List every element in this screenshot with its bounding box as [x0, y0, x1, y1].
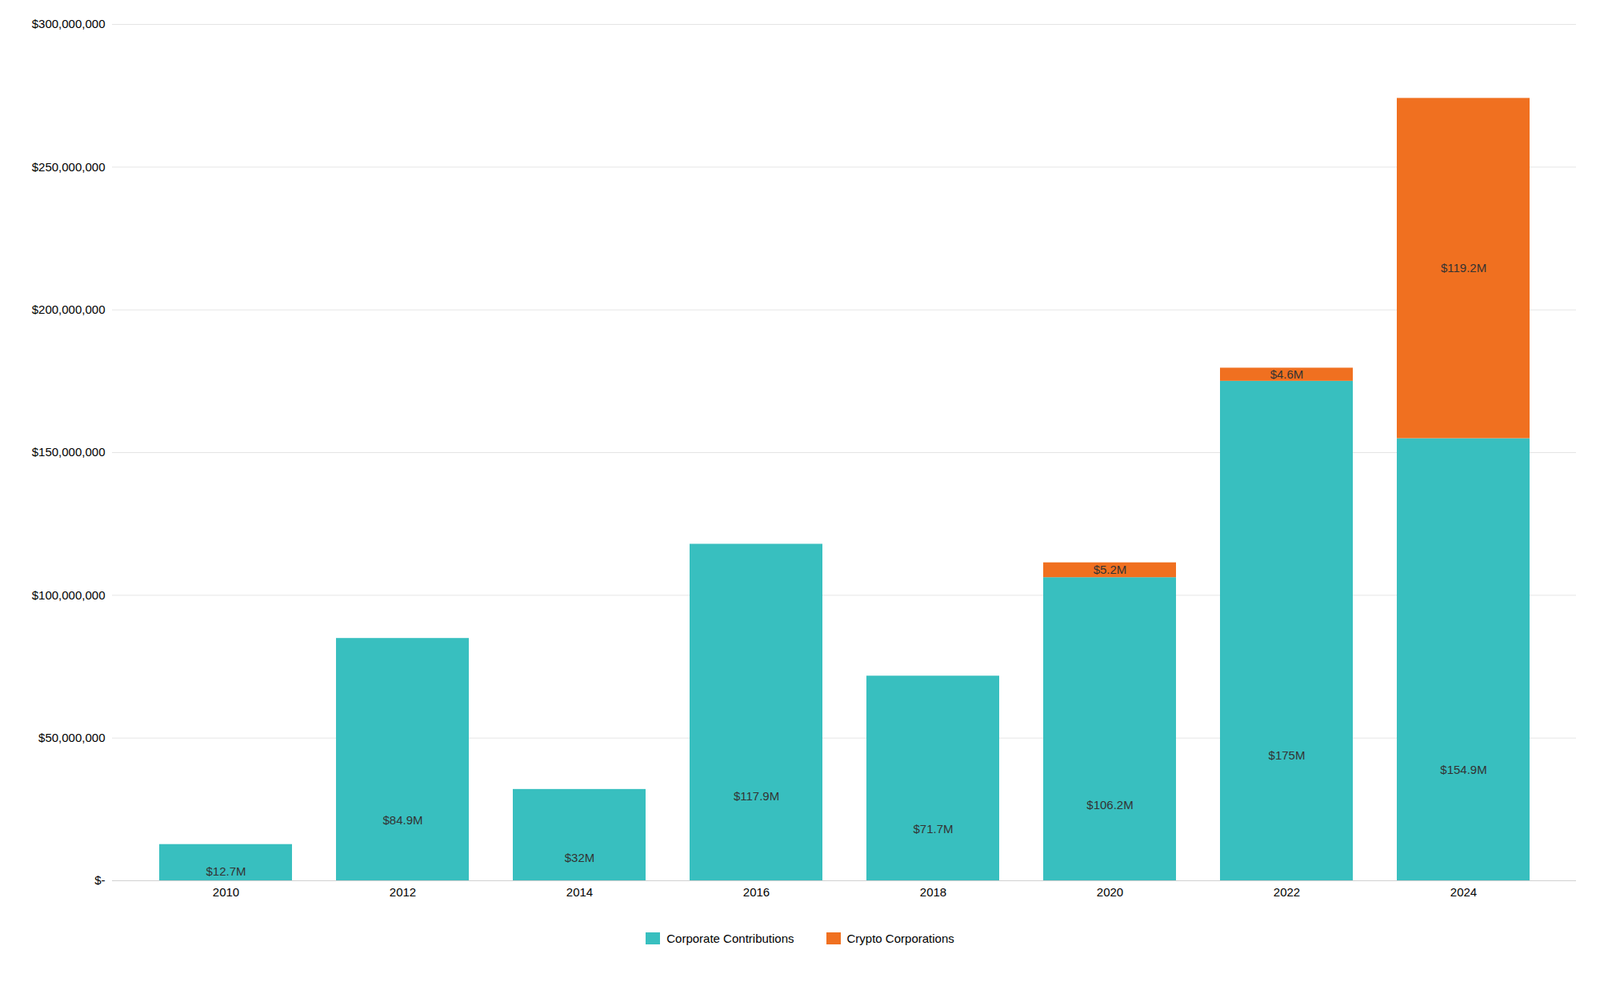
svg-text:$250,000,000: $250,000,000 [32, 160, 106, 174]
svg-text:$154.9M: $154.9M [1440, 762, 1487, 776]
svg-text:$4.6M: $4.6M [1270, 367, 1304, 381]
svg-text:$175M: $175M [1268, 748, 1306, 762]
svg-text:2022: 2022 [1273, 884, 1300, 899]
svg-text:$117.9M: $117.9M [733, 788, 780, 803]
svg-text:2012: 2012 [389, 884, 416, 899]
svg-text:$106.2M: $106.2M [1086, 797, 1133, 812]
html-text:Crypto Corporations: Crypto Corporations [846, 931, 955, 945]
svg-text:$50,000,000: $50,000,000 [38, 730, 105, 744]
svg-text:$100,000,000: $100,000,000 [32, 588, 106, 602]
html-text:Corporate Contributions: Corporate Contributions [666, 931, 794, 945]
svg-text:$119.2M: $119.2M [1440, 260, 1487, 275]
svg-text:2010: 2010 [212, 884, 240, 899]
svg-text:2014: 2014 [566, 884, 593, 899]
svg-text:$150,000,000: $150,000,000 [32, 444, 106, 459]
svg-text:$300,000,000: $300,000,000 [32, 16, 106, 31]
svg-text:$-: $- [94, 872, 105, 887]
svg-text:$200,000,000: $200,000,000 [32, 302, 106, 316]
svg-text:$5.2M: $5.2M [1093, 562, 1128, 576]
svg-text:$32M: $32M [564, 850, 596, 864]
svg-text:2018: 2018 [920, 884, 947, 899]
svg-text:$71.7M: $71.7M [912, 821, 953, 836]
svg-text:$84.9M: $84.9M [382, 812, 423, 827]
svg-text:2024: 2024 [1450, 884, 1477, 899]
svg-text:2016: 2016 [743, 884, 770, 899]
svg-text:$12.7M: $12.7M [205, 864, 246, 878]
svg-text:2020: 2020 [1096, 884, 1124, 899]
